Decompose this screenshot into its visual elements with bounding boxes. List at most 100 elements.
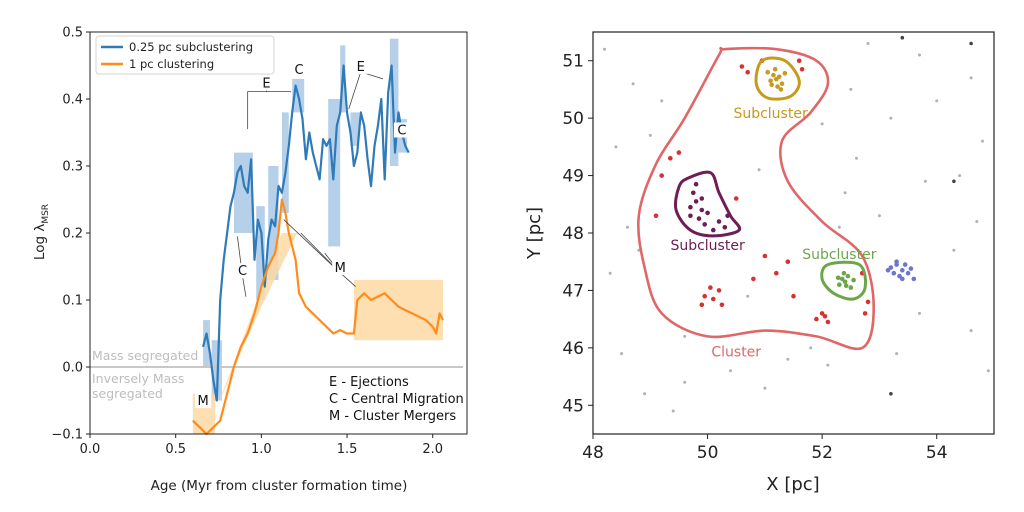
point-4-3 [796, 58, 802, 63]
point-1-7 [716, 219, 722, 224]
point-4-11 [819, 311, 825, 316]
blue-band-3 [256, 206, 265, 300]
left-xtick-label-1: 0.5 [165, 442, 186, 457]
left-ytick-label-1: 0.0 [62, 361, 83, 376]
point-3-4 [897, 273, 902, 279]
point-4-17 [762, 253, 768, 259]
point-0-6 [765, 69, 770, 75]
point-5-38 [837, 225, 841, 229]
region-outline-3 [820, 260, 868, 301]
point-1-4 [702, 222, 707, 227]
point-5-24 [849, 87, 853, 91]
annotation-label-6: M [197, 394, 208, 409]
left-ytick-label-0: −0.1 [51, 428, 83, 443]
annotation-arrow-5-3 [339, 272, 356, 287]
point-4-18 [865, 299, 871, 305]
point-5-14 [918, 311, 921, 315]
reference-label-0: Mass segregated [92, 348, 198, 363]
point-5-20 [935, 99, 939, 103]
key-line-2: M - Cluster Mergers [329, 409, 456, 424]
point-4-7 [711, 296, 716, 302]
point-5-4 [637, 248, 641, 252]
point-0-5 [775, 84, 780, 89]
point-3-11 [900, 276, 905, 282]
point-4-0 [739, 64, 745, 69]
left-ytick-label-5: 0.4 [62, 93, 83, 108]
point-1-12 [711, 227, 716, 233]
point-5-28 [843, 191, 847, 195]
point-4-19 [862, 311, 868, 316]
point-2-8 [843, 283, 849, 289]
point-4-10 [699, 302, 705, 308]
annotation-label-4: C [238, 264, 247, 279]
orange-band-1 [353, 279, 444, 341]
point-2-0 [839, 276, 845, 282]
right-ytick-label-3: 48 [562, 224, 584, 244]
point-5-3 [614, 145, 618, 149]
point-2-3 [837, 282, 842, 288]
annotation-arrow-5-0 [283, 219, 341, 274]
point-3-5 [891, 270, 897, 276]
left-x-axis-label: Age (Myr from cluster formation time) [151, 478, 408, 494]
legend-label-0: 0.25 pc subclustering [129, 40, 253, 54]
blue-band-10 [389, 38, 399, 167]
point-4-22 [676, 150, 682, 155]
point-0-7 [782, 71, 788, 76]
reference-label-2: segregated [92, 386, 163, 401]
point-3-7 [911, 276, 917, 282]
right-xtick-label-1: 50 [697, 443, 719, 463]
point-3-0 [888, 265, 894, 270]
point-5-37 [757, 168, 761, 172]
point-4-16 [774, 270, 779, 276]
point-1-3 [696, 216, 702, 221]
point-5-36 [683, 334, 687, 338]
point-5-2 [648, 133, 652, 137]
point-5-5 [608, 271, 612, 275]
region-label-1: Subcluster [733, 106, 808, 122]
right-ytick-label-6: 51 [562, 52, 584, 72]
point-3-2 [900, 268, 905, 273]
point-5-6 [620, 352, 624, 356]
annotation-label-2: E [357, 60, 365, 75]
point-5-17 [975, 220, 979, 223]
point-2-5 [841, 270, 847, 276]
point-5-8 [671, 409, 675, 413]
blue-band-2 [233, 152, 253, 233]
point-5-10 [729, 369, 732, 373]
annotation-bg-3 [393, 122, 410, 138]
point-4-12 [822, 314, 828, 319]
point-4-8 [716, 288, 722, 293]
point-2-7 [851, 277, 856, 283]
right-plot-frame [592, 31, 995, 435]
annotation-bg-5 [332, 259, 349, 275]
left-xtick-label-3: 1.5 [337, 442, 358, 457]
point-1-1 [693, 199, 699, 204]
point-5-39 [986, 369, 990, 373]
annotation-arrow-2-0 [348, 71, 362, 110]
region-label-0: Cluster [711, 344, 761, 360]
legend: 0.25 pc subclustering 1 pc clustering [95, 35, 275, 75]
point-5-12 [826, 363, 830, 367]
annotation-arrow-4-1 [242, 276, 247, 297]
point-1-13 [688, 213, 693, 219]
annotation-bg-2 [352, 58, 369, 74]
point-0-10 [769, 82, 774, 88]
point-6-0 [952, 179, 956, 184]
point-1-5 [705, 210, 710, 216]
point-6-2 [900, 35, 905, 40]
point-0-3 [768, 78, 773, 84]
right-xtick-label-0: 48 [582, 443, 604, 463]
point-0-9 [778, 87, 784, 92]
point-1-11 [699, 196, 705, 201]
point-4-23 [653, 213, 659, 219]
blue-band-0 [203, 320, 210, 367]
point-4-14 [825, 319, 831, 325]
point-3-9 [908, 266, 914, 271]
region-outline-0 [637, 46, 876, 351]
legend-label-1: 1 pc clustering [129, 57, 214, 71]
point-5-25 [889, 116, 893, 120]
point-4-27 [751, 276, 756, 282]
point-4-4 [799, 67, 805, 72]
point-4-20 [659, 173, 664, 178]
right-ytick-label-0: 45 [562, 396, 584, 416]
